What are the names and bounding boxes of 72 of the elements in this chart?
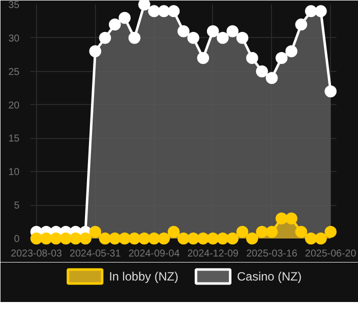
point <box>246 52 258 64</box>
x-tick-label: 2024-09-04 <box>128 248 180 260</box>
point <box>246 232 258 244</box>
point <box>256 65 268 78</box>
point <box>206 25 219 38</box>
point <box>197 232 210 244</box>
point <box>128 32 140 44</box>
point <box>89 226 102 238</box>
point <box>178 232 190 244</box>
legend-label: In lobby (NZ) <box>108 270 178 284</box>
point <box>216 232 229 244</box>
point <box>314 5 327 18</box>
point <box>324 85 337 98</box>
point <box>314 232 327 244</box>
point <box>108 18 121 31</box>
point <box>256 226 268 238</box>
point <box>128 232 140 244</box>
point <box>266 226 278 238</box>
x-tick-label: 2024-12-09 <box>187 248 239 260</box>
point <box>30 232 42 244</box>
point <box>138 232 150 244</box>
point <box>89 45 102 58</box>
point <box>60 232 72 244</box>
point <box>148 5 160 18</box>
point <box>276 212 288 224</box>
point <box>50 232 62 244</box>
point <box>285 45 298 58</box>
y-tick-label: 15 <box>8 134 20 145</box>
point <box>168 226 180 238</box>
point <box>236 32 248 44</box>
point <box>99 32 112 44</box>
point <box>324 226 337 238</box>
point <box>236 226 248 238</box>
y-tick-label: 30 <box>8 33 20 44</box>
point <box>305 5 317 18</box>
point <box>118 232 131 244</box>
y-tick-label: 25 <box>8 66 20 78</box>
x-tick-label: 2024-05-31 <box>70 248 122 260</box>
point <box>266 72 278 84</box>
point <box>226 232 239 244</box>
point <box>305 232 317 244</box>
point <box>187 232 200 244</box>
y-tick-label: 0 <box>14 234 20 245</box>
point <box>138 0 150 10</box>
point <box>99 232 112 244</box>
point <box>178 25 190 38</box>
point <box>168 5 180 18</box>
point <box>158 232 170 244</box>
point <box>79 232 92 244</box>
point <box>206 232 219 244</box>
point <box>70 232 82 244</box>
legend-label: Casino (NZ) <box>237 270 302 284</box>
point <box>118 12 131 24</box>
y-tick-label: 20 <box>8 100 20 112</box>
x-tick-label: 2025-06-20 <box>305 248 357 260</box>
y-tick-label: 5 <box>14 200 20 212</box>
point <box>158 5 170 18</box>
point <box>295 18 308 31</box>
point <box>197 52 210 64</box>
point <box>285 212 298 224</box>
x-tick-label: 2025-03-16 <box>246 248 298 260</box>
point <box>295 226 308 238</box>
point <box>40 232 52 244</box>
x-tick-label: 2023-08-03 <box>10 248 62 260</box>
point <box>216 32 229 44</box>
point <box>226 25 239 38</box>
point <box>187 32 200 44</box>
y-tick-label: 10 <box>8 167 20 178</box>
point <box>108 232 121 244</box>
point <box>148 232 160 244</box>
point <box>276 52 288 64</box>
y-tick-label: 35 <box>8 0 20 11</box>
